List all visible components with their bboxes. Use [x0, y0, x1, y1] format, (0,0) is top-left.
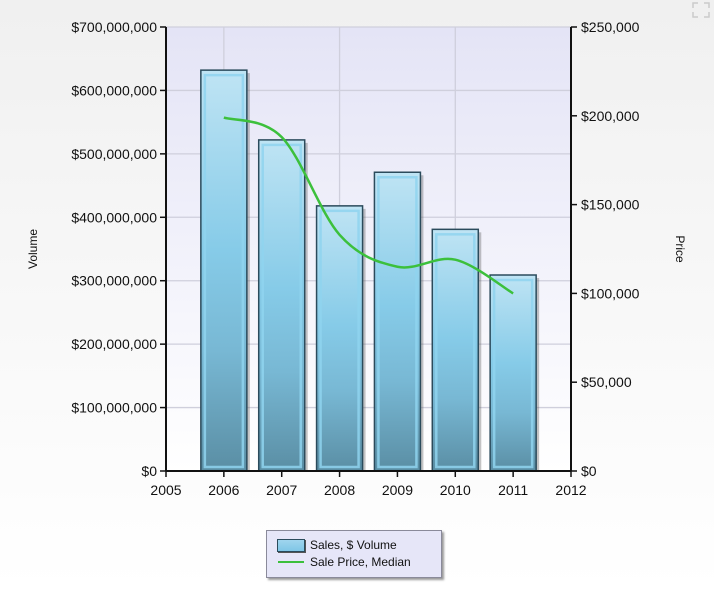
- left-axis-tick-label: $200,000,000: [71, 336, 157, 352]
- line-swatch-icon: [278, 561, 304, 563]
- bar-2010: [431, 228, 480, 472]
- right-axis-tick-label: $100,000: [581, 285, 640, 301]
- x-axis-tick-label: 2009: [382, 482, 413, 498]
- x-axis-tick-label: 2011: [498, 482, 528, 498]
- x-axis-tick-label: 2012: [555, 482, 586, 498]
- legend-item-median-price: Sale Price, Median: [277, 554, 411, 570]
- right-axis-tick-label: $50,000: [581, 374, 632, 390]
- legend-label: Sales, $ Volume: [310, 538, 397, 552]
- bar-swatch-icon: [277, 538, 305, 552]
- left-axis-tick-label: $600,000,000: [71, 82, 157, 98]
- x-axis-tick-label: 2010: [440, 482, 471, 498]
- legend-item-sales-volume: Sales, $ Volume: [277, 537, 397, 553]
- x-axis-tick-label: 2007: [266, 482, 297, 498]
- left-axis-tick-label: $700,000,000: [71, 19, 157, 35]
- right-axis-tick-label: $0: [581, 463, 597, 479]
- left-axis-title: Volume: [26, 229, 40, 269]
- legend-label: Sale Price, Median: [310, 555, 411, 569]
- left-axis-tick-label: $100,000,000: [71, 400, 157, 416]
- left-axis-tick-label: $300,000,000: [71, 273, 157, 289]
- bar-series-sales-volume: [200, 69, 540, 472]
- right-axis-tick-label: $200,000: [581, 108, 640, 124]
- bar-2008: [315, 205, 364, 472]
- axes: $0 $100,000,000 $200,000,000 $300,000,000 $4…: [71, 19, 639, 498]
- left-axis-tick-label: $500,000,000: [71, 146, 157, 162]
- line-series-median-price: [223, 116, 514, 295]
- bar-2006: [200, 69, 248, 472]
- x-axis-tick-label: 2006: [208, 482, 239, 498]
- right-axis-tick-label: $150,000: [581, 197, 640, 213]
- bar-2011: [489, 274, 537, 472]
- left-axis-tick-label: $400,000,000: [71, 209, 157, 225]
- right-axis-title: Price: [673, 235, 687, 263]
- x-axis-tick-label: 2005: [150, 482, 181, 498]
- expand-fullscreen-icon[interactable]: [692, 2, 710, 18]
- bar-2009: [373, 171, 422, 472]
- bar-2007: [257, 139, 306, 472]
- right-axis-tick-label: $250,000: [581, 19, 640, 35]
- left-axis-tick-label: $0: [141, 463, 157, 479]
- x-axis-tick-label: 2008: [324, 482, 355, 498]
- chart-legend: Sales, $ Volume Sale Price, Median: [266, 530, 442, 578]
